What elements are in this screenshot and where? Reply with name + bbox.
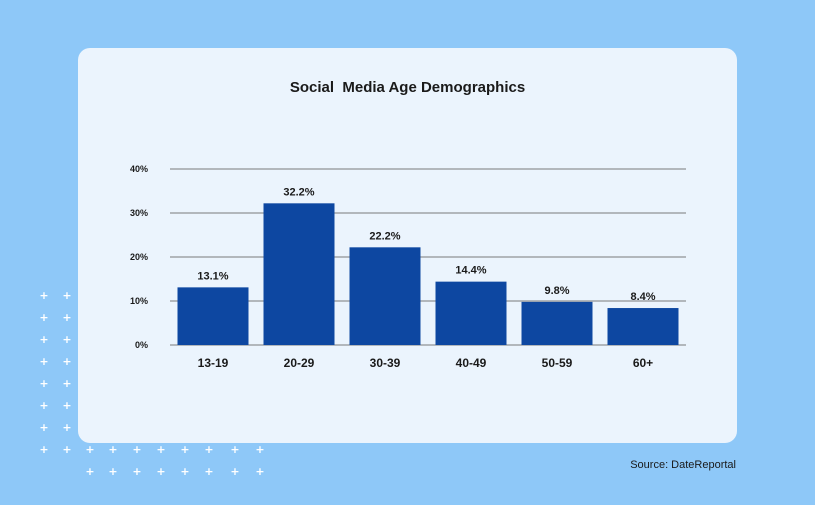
plus-icon: + [132, 465, 141, 478]
plus-icon: + [62, 333, 71, 346]
y-tick-label: 30% [130, 208, 148, 218]
bar [177, 287, 249, 345]
plus-icon: + [230, 465, 239, 478]
data-label: 32.2% [283, 186, 314, 198]
plus-icon: + [132, 443, 141, 456]
plus-icon: + [62, 377, 71, 390]
x-tick-label: 30-39 [370, 356, 401, 370]
plus-icon: + [39, 311, 48, 324]
y-tick-label: 10% [130, 296, 148, 306]
plus-icon: + [180, 465, 189, 478]
plus-icon: + [62, 311, 71, 324]
plus-icon: + [108, 443, 117, 456]
plus-icon: + [39, 333, 48, 346]
plus-icon: + [255, 465, 264, 478]
bar [349, 247, 421, 345]
y-tick-label: 20% [130, 252, 148, 262]
plus-icon: + [62, 289, 71, 302]
plus-icon: + [156, 443, 165, 456]
data-label: 14.4% [455, 265, 486, 277]
bar [435, 281, 507, 345]
bar-chart: 0% 10% 20% 30% 40% 13.1% 13-19 32.2% 20-29 22.2% 3… [130, 164, 686, 370]
plus-icon: + [62, 421, 71, 434]
x-tick-label: 50-59 [542, 356, 573, 370]
plus-icon: + [39, 289, 48, 302]
data-label: 22.2% [369, 230, 400, 242]
y-tick-label: 40% [130, 164, 148, 174]
x-tick-label: 40-49 [456, 356, 487, 370]
y-tick-label: 0% [135, 340, 148, 350]
x-tick-label: 60+ [633, 356, 653, 370]
plus-icon: + [62, 399, 71, 412]
data-label: 8.4% [630, 291, 655, 303]
plus-icon: + [108, 465, 117, 478]
bar [521, 301, 593, 345]
plus-icon: + [85, 443, 94, 456]
bar [263, 203, 335, 345]
x-tick-label: 20-29 [284, 356, 315, 370]
plus-icon: + [255, 443, 264, 456]
data-label: 13.1% [197, 270, 228, 282]
plus-icon: + [62, 443, 71, 456]
chart-card: Social Media Age Demographics 0% 10% 20% 30… [78, 48, 737, 443]
plus-icon: + [39, 421, 48, 434]
plus-icon: + [39, 355, 48, 368]
plus-icon: + [204, 443, 213, 456]
plus-icon: + [39, 443, 48, 456]
plus-icon: + [39, 377, 48, 390]
x-tick-label: 13-19 [198, 356, 229, 370]
plus-icon: + [204, 465, 213, 478]
plus-icon: + [180, 443, 189, 456]
source-caption: Source: DateReportal [630, 459, 736, 471]
plus-icon: + [230, 443, 239, 456]
bar [607, 308, 679, 345]
chart-title: Social Media Age Demographics [289, 79, 526, 96]
plus-icon: + [62, 355, 71, 368]
plus-icon: + [39, 399, 48, 412]
data-label: 9.8% [544, 285, 569, 297]
plus-icon: + [156, 465, 165, 478]
plus-icon: + [85, 465, 94, 478]
